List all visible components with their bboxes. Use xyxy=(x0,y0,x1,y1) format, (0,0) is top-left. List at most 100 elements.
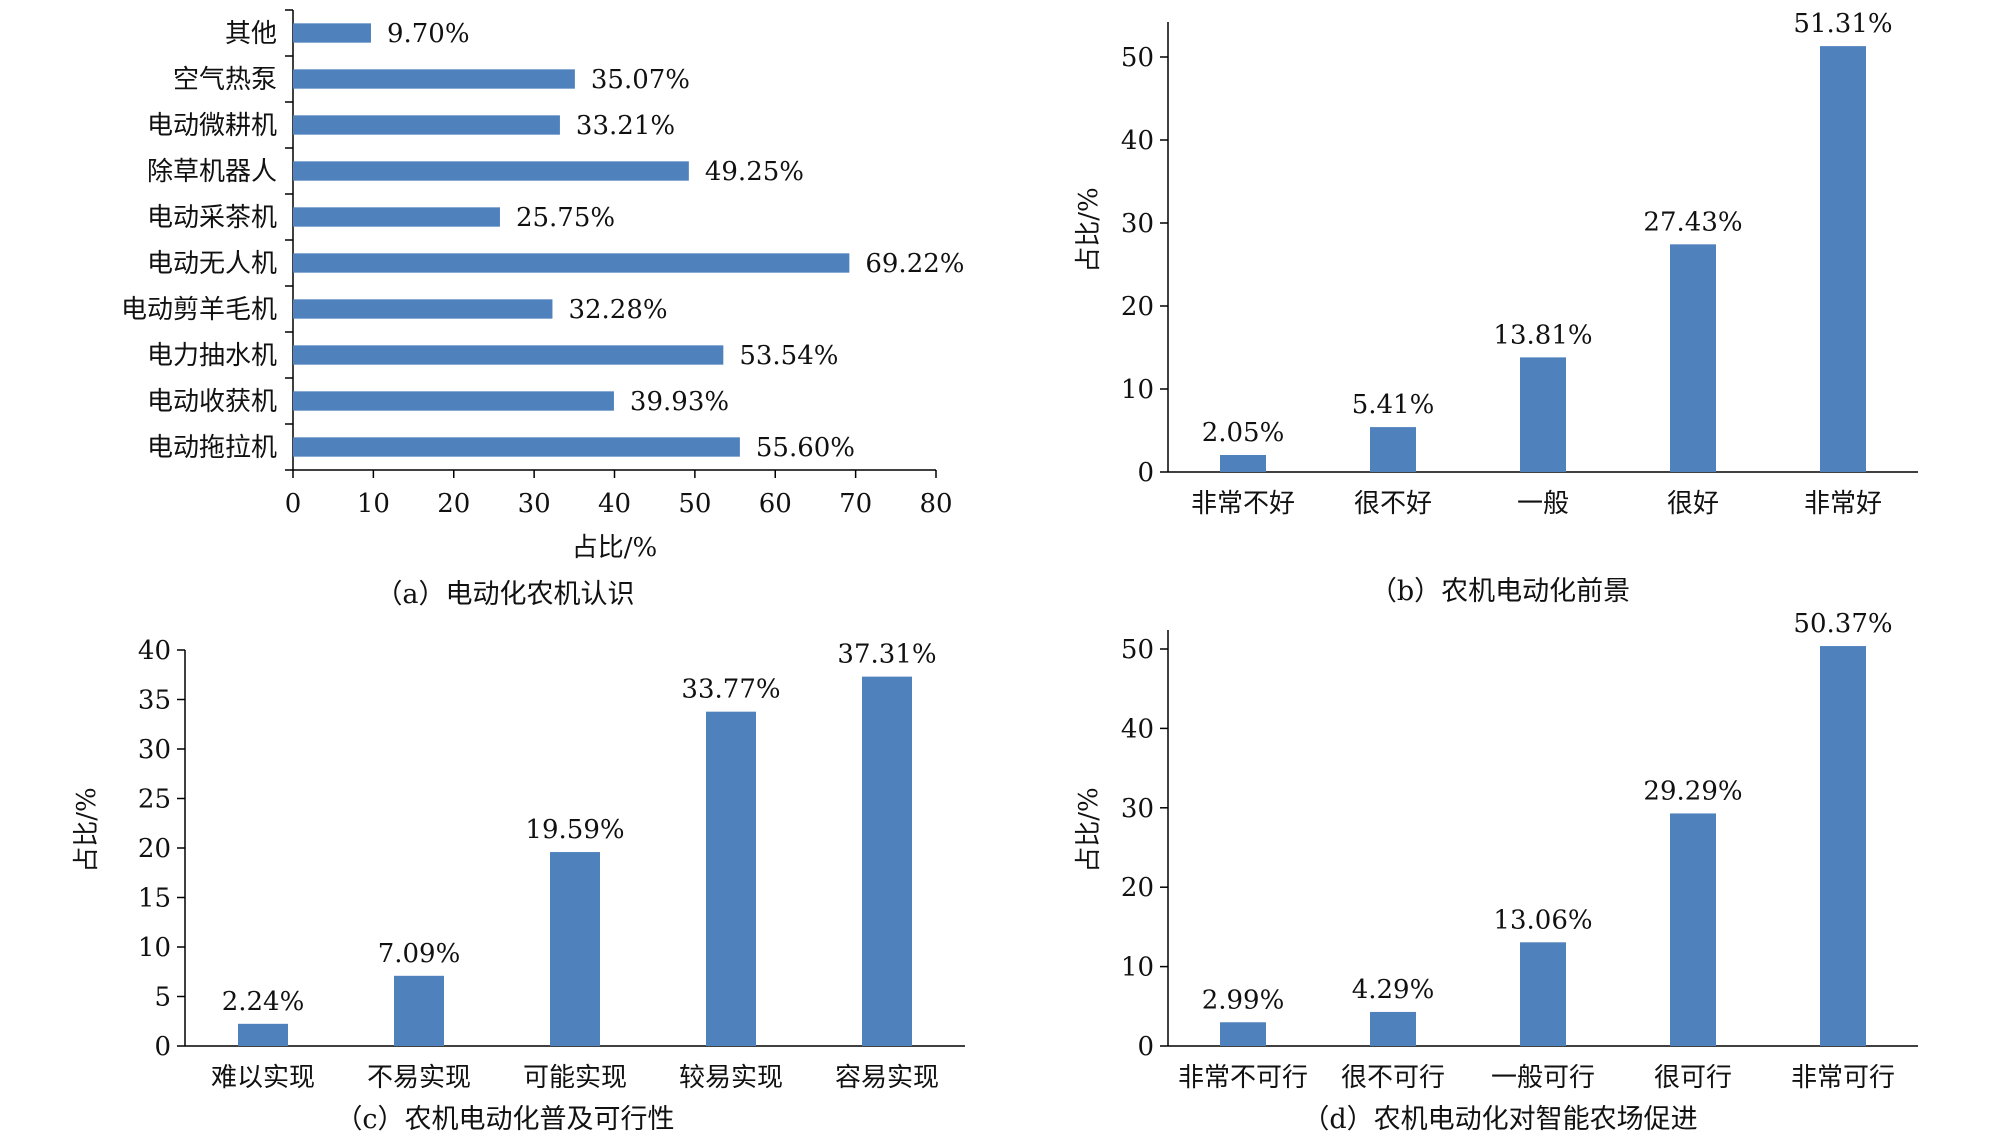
chart-c-category-label: 难以实现 xyxy=(211,1063,315,1093)
chart-c-popularization-feasibility: 0 5 10 15 20 25 30 35 40 2.24% 难以实现 7.09% 不易实现 19.59%… xyxy=(72,636,965,1135)
chart-c-data-label: 19.59% xyxy=(525,815,624,845)
chart-d-category-label: 一般可行 xyxy=(1491,1063,1595,1093)
chart-c-data-label: 7.09% xyxy=(378,939,461,969)
chart-a-electric-machinery-awareness: 0 10 20 30 40 50 60 70 80 其他 9.70% 空气热泵 35.07% 电动微耕机 3… xyxy=(121,9,964,610)
chart-b-category-label: 非常不好 xyxy=(1191,489,1295,519)
chart-a-category-label: 电动采茶机 xyxy=(147,203,277,233)
chart-a-data-label: 39.93% xyxy=(630,387,729,417)
chart-a-category-label: 电动微耕机 xyxy=(147,111,277,141)
chart-c-data-label: 33.77% xyxy=(681,675,780,705)
chart-d-y-tick-label: 40 xyxy=(1121,714,1154,744)
chart-d-smart-farm-promotion: 0 10 20 30 40 50 2.99% 非常不可行 4.29% 很不可行 13.06% 一般可行… xyxy=(1074,609,1918,1135)
chart-d-bar xyxy=(1520,942,1566,1046)
chart-c-bar xyxy=(238,1023,288,1046)
chart-c-y-tick-label: 0 xyxy=(154,1032,171,1062)
chart-c-data-label: 2.24% xyxy=(222,987,305,1017)
chart-c-y-axis-title: 占比/% xyxy=(72,787,102,872)
chart-d-y-tick-label: 50 xyxy=(1121,635,1154,665)
chart-d-category-label: 很不可行 xyxy=(1341,1063,1445,1093)
chart-c-y-tick-label: 5 xyxy=(154,983,171,1013)
chart-d-bar xyxy=(1670,813,1716,1046)
chart-b-y-tick-label: 0 xyxy=(1137,458,1154,488)
chart-d-y-axis-title: 占比/% xyxy=(1074,787,1104,872)
chart-c-data-label: 37.31% xyxy=(837,640,936,670)
chart-b-bar xyxy=(1220,454,1266,472)
chart-a-bar xyxy=(293,437,740,457)
chart-a-category-label: 电动无人机 xyxy=(147,249,277,279)
chart-d-category-label: 非常可行 xyxy=(1791,1063,1895,1093)
chart-a-data-label: 32.28% xyxy=(568,295,667,325)
chart-a-data-label: 25.75% xyxy=(516,203,615,233)
chart-c-category-label: 不易实现 xyxy=(367,1063,471,1093)
chart-b-y-tick-label: 20 xyxy=(1121,292,1154,322)
chart-a-category-label: 电动剪羊毛机 xyxy=(121,295,277,325)
chart-a-data-label: 55.60% xyxy=(756,433,855,463)
chart-b-electrification-prospect: 0 10 20 30 40 50 2.05% 非常不好 5.41% 很不好 13.81% 一般 27.4… xyxy=(1074,9,1918,607)
chart-a-category-label: 电动收获机 xyxy=(147,387,277,417)
chart-b-category-label: 非常好 xyxy=(1804,489,1882,519)
chart-c-bar xyxy=(550,852,600,1046)
chart-a-data-label: 33.21% xyxy=(576,111,675,141)
chart-c-y-tick-label: 40 xyxy=(138,636,171,666)
chart-a-category-label: 除草机器人 xyxy=(147,157,277,187)
chart-b-data-label: 13.81% xyxy=(1493,320,1592,350)
chart-a-x-tick-label: 10 xyxy=(357,489,390,519)
chart-d-category-label: 很可行 xyxy=(1654,1063,1732,1093)
chart-b-caption: （b）农机电动化前景 xyxy=(1370,576,1630,607)
chart-c-bar xyxy=(394,975,444,1046)
chart-a-category-label: 空气热泵 xyxy=(173,65,277,95)
chart-a-x-tick-label: 0 xyxy=(285,489,302,519)
chart-c-y-tick-label: 25 xyxy=(138,785,171,815)
chart-b-data-label: 51.31% xyxy=(1793,9,1892,39)
chart-a-category-label: 其他 xyxy=(225,19,277,49)
chart-c-y-tick-label: 10 xyxy=(138,933,171,963)
chart-d-caption: （d）农机电动化对智能农场促进 xyxy=(1302,1104,1697,1135)
chart-d-bar xyxy=(1820,646,1866,1046)
chart-a-bar xyxy=(293,161,689,181)
chart-c-y-tick-label: 35 xyxy=(138,686,171,716)
chart-a-x-tick-label: 50 xyxy=(678,489,711,519)
chart-a-bar xyxy=(293,69,575,89)
chart-b-y-tick-label: 30 xyxy=(1121,209,1154,239)
chart-a-data-label: 69.22% xyxy=(865,249,964,279)
chart-a-x-axis-title: 占比/% xyxy=(572,533,657,563)
chart-b-y-tick-label: 50 xyxy=(1121,43,1154,73)
chart-d-y-tick-label: 30 xyxy=(1121,794,1154,824)
chart-d-y-tick-label: 10 xyxy=(1121,953,1154,983)
chart-d-data-label: 4.29% xyxy=(1352,975,1435,1005)
chart-a-category-label: 电动拖拉机 xyxy=(147,433,277,463)
chart-b-category-label: 很好 xyxy=(1667,489,1719,519)
chart-b-y-tick-label: 40 xyxy=(1121,126,1154,156)
chart-a-category-label: 电力抽水机 xyxy=(147,341,277,371)
chart-a-x-tick-label: 40 xyxy=(598,489,631,519)
chart-c-category-label: 可能实现 xyxy=(523,1063,627,1093)
chart-c-bar xyxy=(706,711,756,1046)
chart-d-data-label: 13.06% xyxy=(1493,905,1592,935)
chart-a-bar xyxy=(293,115,560,135)
chart-d-data-label: 29.29% xyxy=(1643,776,1742,806)
chart-d-data-label: 2.99% xyxy=(1202,985,1285,1015)
chart-c-category-label: 较易实现 xyxy=(679,1063,783,1093)
chart-a-x-tick-label: 80 xyxy=(919,489,952,519)
chart-b-category-label: 一般 xyxy=(1517,489,1569,519)
chart-c-bar xyxy=(862,676,912,1046)
chart-b-data-label: 2.05% xyxy=(1202,418,1285,448)
chart-a-data-label: 35.07% xyxy=(591,65,690,95)
chart-a-bar xyxy=(293,345,724,365)
chart-b-y-tick-label: 10 xyxy=(1121,375,1154,405)
chart-b-category-label: 很不好 xyxy=(1354,489,1432,519)
chart-a-data-label: 9.70% xyxy=(387,19,470,49)
chart-b-data-label: 5.41% xyxy=(1352,390,1435,420)
chart-a-bar xyxy=(293,253,850,273)
chart-c-y-tick-label: 20 xyxy=(138,834,171,864)
chart-d-data-label: 50.37% xyxy=(1793,609,1892,639)
chart-d-category-label: 非常不可行 xyxy=(1178,1063,1308,1093)
chart-d-bar xyxy=(1370,1011,1416,1046)
chart-b-bar xyxy=(1370,427,1416,472)
chart-d-y-tick-label: 0 xyxy=(1137,1032,1154,1062)
chart-c-caption: （c）农机电动化普及可行性 xyxy=(335,1104,674,1135)
chart-c-y-tick-label: 15 xyxy=(138,884,171,914)
chart-d-y-tick-label: 20 xyxy=(1121,873,1154,903)
chart-b-bar xyxy=(1820,46,1866,472)
